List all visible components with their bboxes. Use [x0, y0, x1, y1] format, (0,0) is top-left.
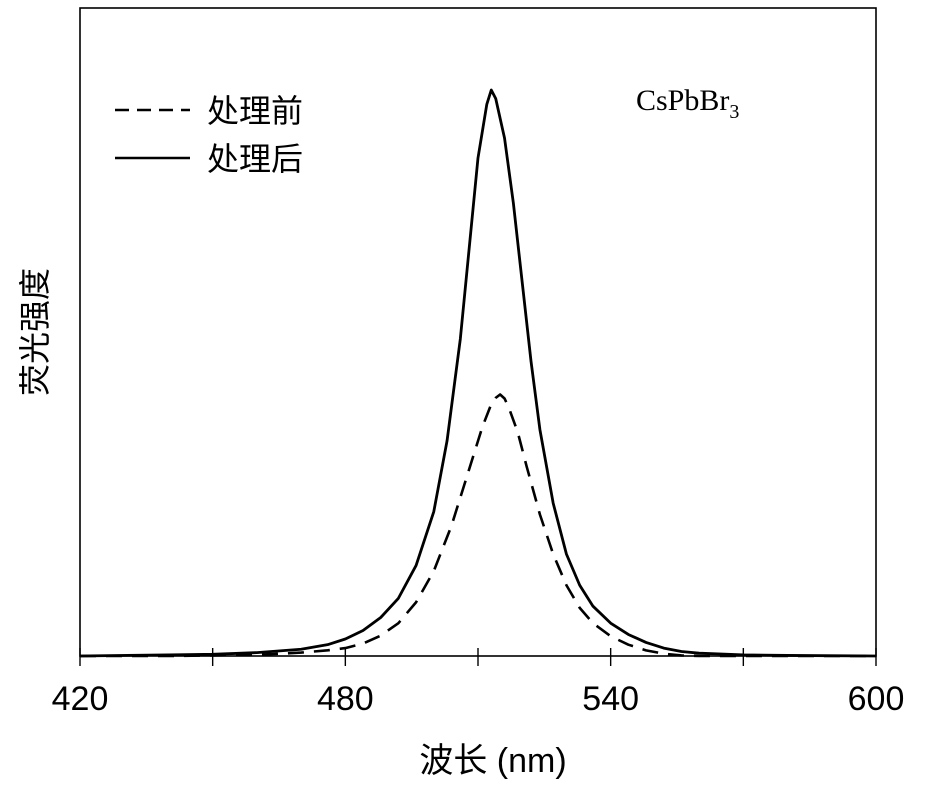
legend-label: 处理后	[207, 141, 303, 177]
plot-frame	[80, 8, 876, 656]
legend: 处理前处理后	[115, 93, 303, 177]
x-tick-label: 420	[52, 680, 109, 718]
axis-labels: 波长 (nm) 荧光强度 CsPbBr3	[17, 84, 739, 780]
legend-label: 处理前	[207, 93, 303, 129]
x-tick-label: 480	[317, 680, 374, 718]
x-tick-label: 600	[848, 680, 905, 718]
y-axis-label: 荧光强度	[17, 268, 53, 396]
annotation-label: CsPbBr3	[636, 84, 739, 123]
x-tick-label: 540	[582, 680, 639, 718]
annotation-subscript: 3	[729, 101, 739, 123]
x-ticks: 420 480 540 600	[52, 648, 905, 718]
series-line-before	[80, 395, 876, 656]
plot-border	[80, 8, 876, 656]
series-line-after	[80, 90, 876, 656]
series-layer	[80, 90, 876, 656]
x-axis-label: 波长 (nm)	[419, 742, 566, 780]
